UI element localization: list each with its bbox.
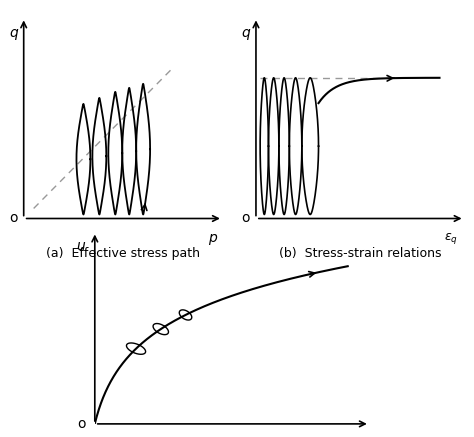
Text: q: q [241, 25, 250, 39]
Text: p: p [208, 231, 217, 245]
Text: $\varepsilon_q$: $\varepsilon_q$ [347, 435, 362, 437]
Text: u: u [77, 239, 85, 253]
Text: q: q [9, 25, 18, 39]
Text: (b)  Stress-strain relations: (b) Stress-strain relations [279, 246, 441, 260]
Text: (a)  Effective stress path: (a) Effective stress path [46, 246, 200, 260]
Text: $\varepsilon_q$: $\varepsilon_q$ [444, 231, 458, 246]
Text: o: o [77, 417, 85, 431]
Text: o: o [9, 212, 18, 225]
Text: o: o [241, 212, 250, 225]
